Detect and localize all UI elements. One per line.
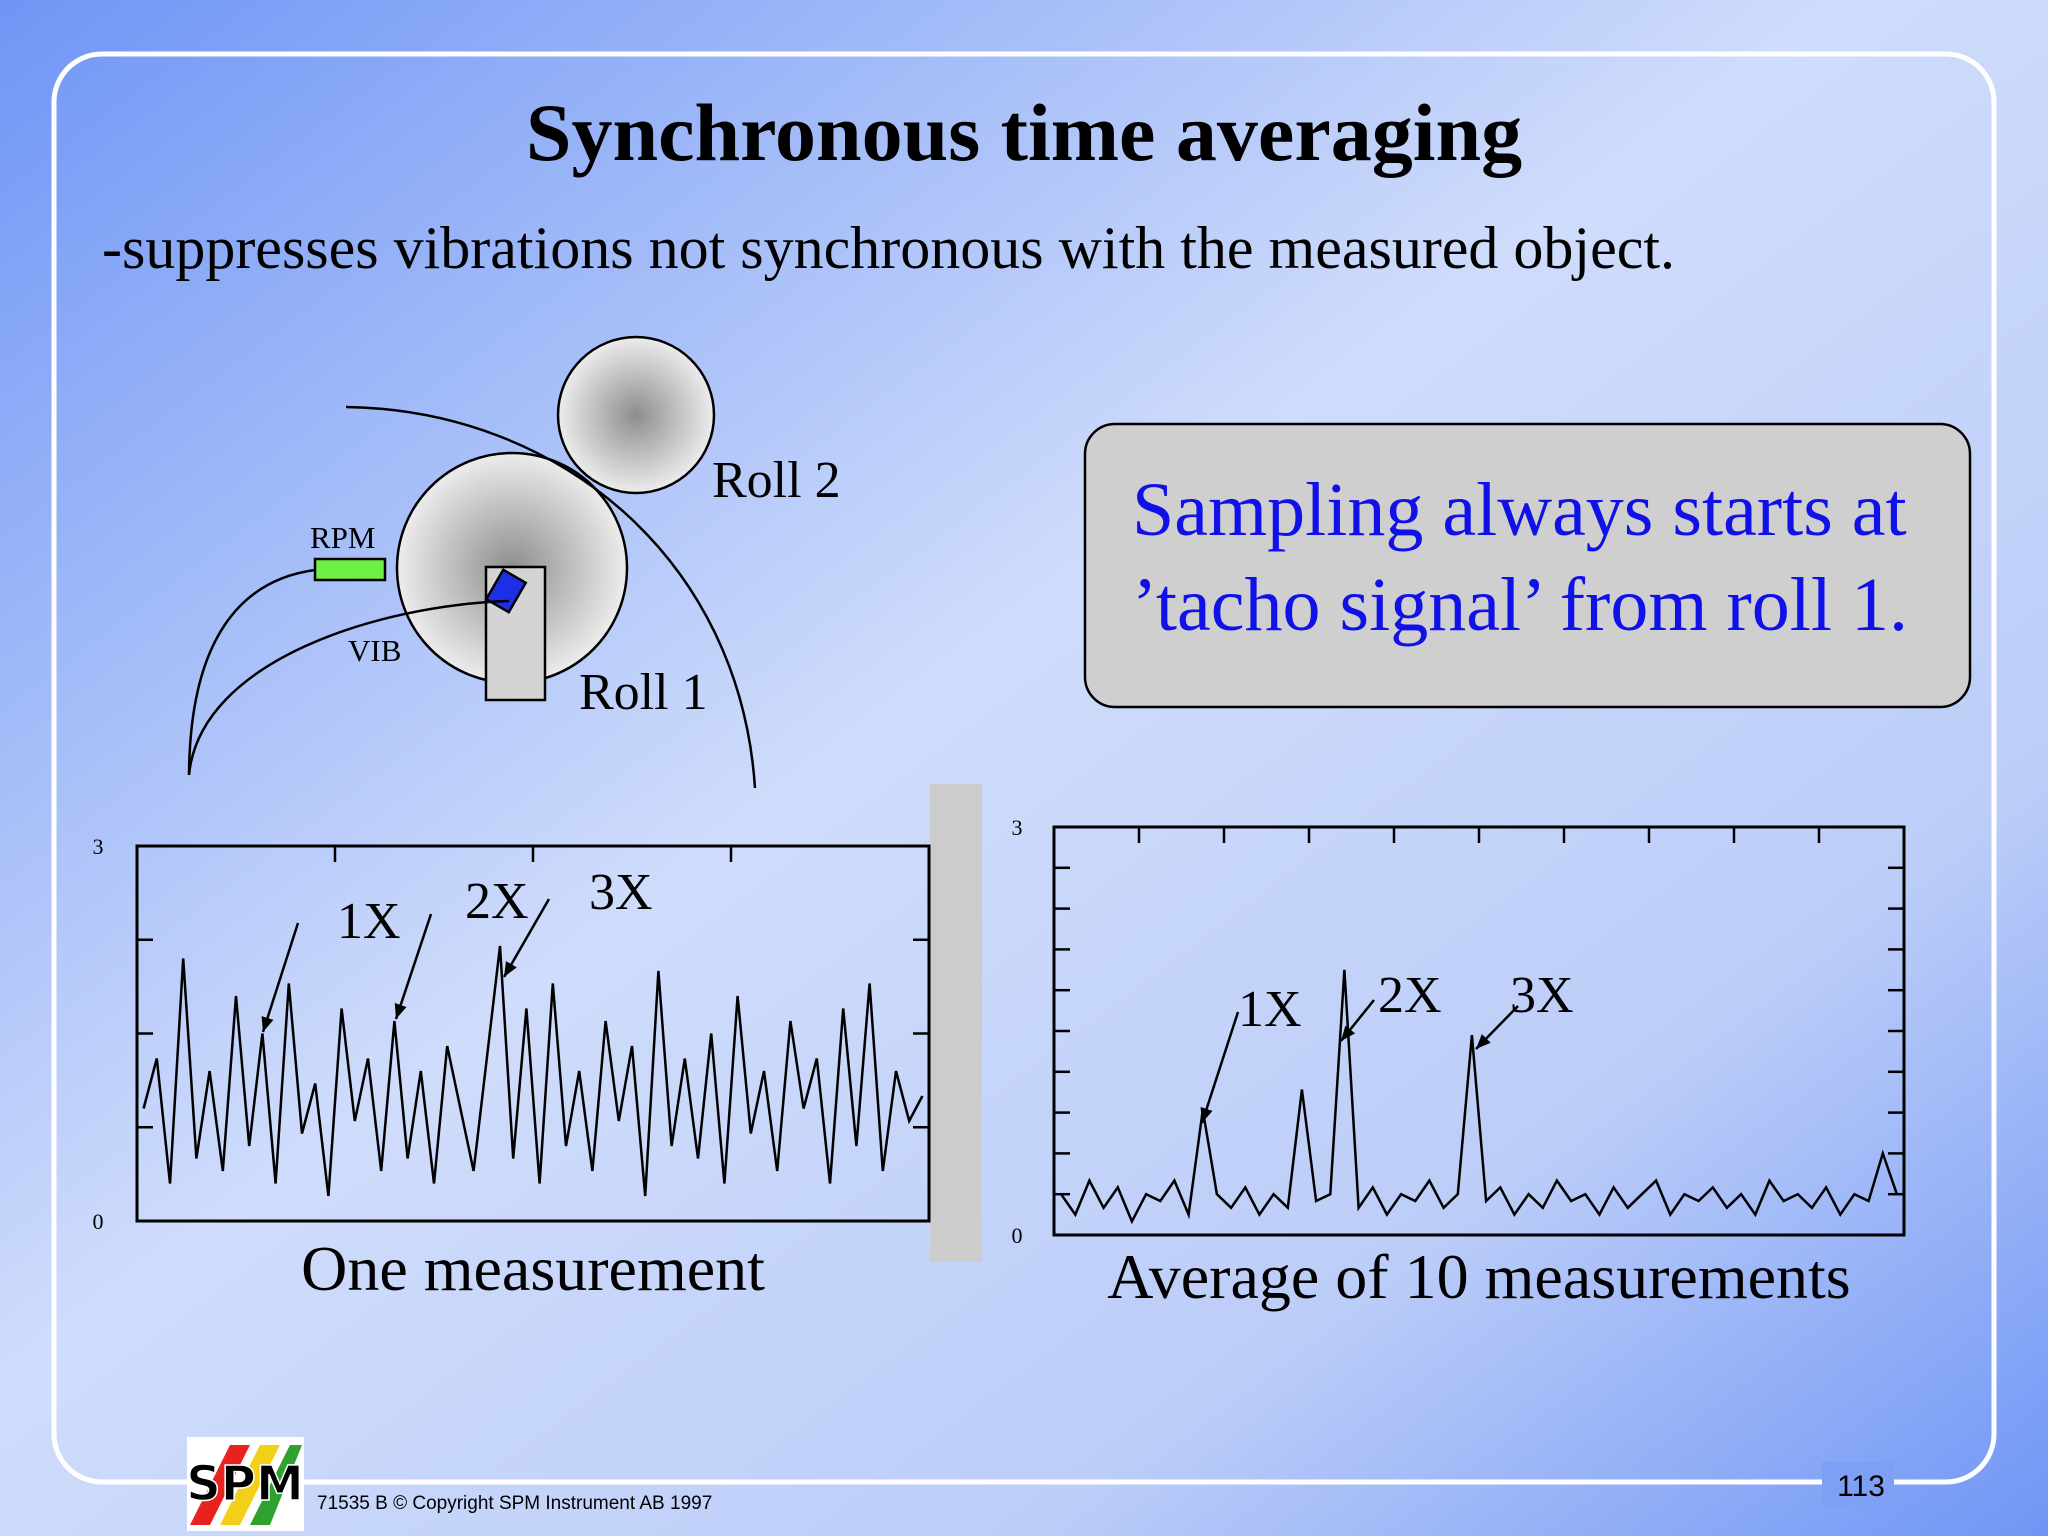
- arrow-head: [261, 1016, 274, 1032]
- roll-2-label: Roll 2: [712, 452, 841, 509]
- arrow-head: [1341, 1025, 1356, 1041]
- arrow-head: [504, 961, 517, 977]
- signal: [1060, 969, 1899, 1225]
- logo-stripe: [190, 1445, 250, 1525]
- rpm-cable: [187, 568, 316, 776]
- rpm-sensor: [313, 557, 387, 582]
- annotation: 2X: [465, 873, 529, 930]
- callout-line: ’tacho signal’ from roll 1.: [1132, 563, 1908, 647]
- copyright: 71535 B © Copyright SPM Instrument AB 19…: [317, 1493, 712, 1514]
- roll-diagram: [187, 335, 757, 789]
- y-tick-label: 3: [93, 834, 104, 859]
- web: [345, 405, 757, 789]
- arrow-head: [394, 1003, 407, 1019]
- annotation-arrow: [394, 913, 433, 1020]
- separator: [930, 784, 982, 1262]
- frame: [51, 51, 1997, 1485]
- annotation: 3X: [1510, 967, 1574, 1024]
- vib-label: VIB: [348, 633, 401, 668]
- chart-caption: One measurement: [301, 1233, 765, 1304]
- arrow-head: [1476, 1034, 1491, 1049]
- y-tick-label: 0: [1012, 1223, 1023, 1248]
- roll-2: [556, 335, 716, 495]
- y-tick-label: 0: [93, 1209, 104, 1234]
- y-tick-label: 3: [1012, 815, 1023, 840]
- roll-1-label: Roll 1: [579, 664, 708, 721]
- arrow-head: [1200, 1107, 1213, 1123]
- signal: [142, 945, 924, 1197]
- annotation-arrow: [261, 922, 300, 1033]
- title: Synchronous time averaging: [526, 87, 1522, 178]
- page-number-box: [1822, 1462, 1894, 1506]
- logo: SPM: [186, 1456, 304, 1512]
- logo-stripe: [220, 1445, 280, 1525]
- annotation-arrow: [502, 898, 551, 978]
- annotation: 2X: [1378, 967, 1442, 1024]
- callout-box: [1083, 422, 1972, 709]
- annotation: 3X: [589, 864, 653, 921]
- subtitle: -suppresses vibrations not synchronous w…: [102, 215, 1675, 281]
- vib-cable: [187, 599, 510, 776]
- annotation-arrow: [1200, 1011, 1240, 1124]
- logo-stripe: [250, 1445, 302, 1525]
- chart-caption: Average of 10 measurements: [1107, 1241, 1850, 1312]
- annotation: 1X: [1238, 981, 1302, 1038]
- callout-line: Sampling always starts at: [1132, 468, 1907, 552]
- page-number: 113: [1837, 1470, 1885, 1503]
- annotation: 1X: [337, 893, 401, 950]
- rpm-label: RPM: [310, 520, 375, 555]
